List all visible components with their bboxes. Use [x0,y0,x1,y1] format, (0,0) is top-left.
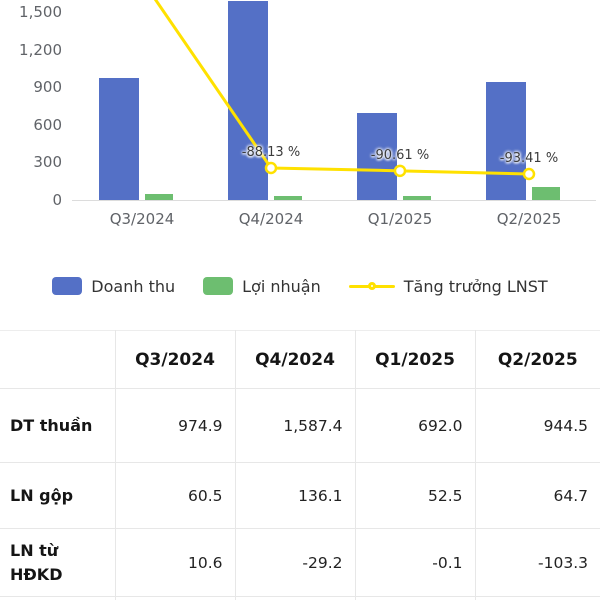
table-cell: 60.5 [115,462,236,529]
bar-loi-nhuan [274,196,302,200]
quarterly-chart: 1,500 1,200 900 600 300 0 Q3/2024 Q4/2024 Q1/202… [0,0,600,234]
y-axis-tick: 1,200 [19,40,62,59]
table-header-cell: Q3/2024 [115,330,236,389]
row-label [0,596,116,600]
growth-point-label: -93.41 % [499,150,559,166]
table-header-cell: Q4/2024 [235,330,356,389]
row-label: DT thuần [0,388,116,463]
bar-doanh-thu [99,77,139,200]
table-corner-cell [0,330,116,389]
table-cell: 64.7 [475,462,600,529]
financial-table: Q3/2024 Q4/2024 Q1/2025 Q2/2025 DT thuần 974… [0,330,600,600]
bar-loi-nhuan [532,187,560,200]
legend-item-loi-nhuan[interactable]: Lợi nhuận [203,277,321,296]
bar-doanh-thu [228,1,268,200]
line-marker-swatch-icon [348,277,395,295]
x-axis-label: Q4/2024 [238,210,304,228]
y-axis-tick: 600 [33,115,62,134]
bar-doanh-thu [357,113,397,200]
table-cell: 1,587.4 [235,388,356,463]
table-cell: 974.9 [115,388,236,463]
table-cell [235,596,356,600]
table-cell: 52.5 [355,462,476,529]
table-cell: 136.1 [235,462,356,529]
table-head-row: Q3/2024 Q4/2024 Q1/2025 Q2/2025 [0,330,600,389]
table-row-partial [0,596,600,600]
row-label: LN gộp [0,462,116,529]
growth-line-svg [153,0,536,181]
table-row: LN từ HĐKD 10.6 -29.2 -0.1 -103.3 [0,528,600,597]
table-cell: -29.2 [235,528,356,597]
bar-doanh-thu [486,81,526,200]
y-axis-tick: 900 [33,78,62,97]
table-row: DT thuần 974.9 1,587.4 692.0 944.5 [0,388,600,463]
table-cell [115,596,236,600]
loi-nhuan-swatch-icon [203,277,234,295]
table-header-cell: Q1/2025 [355,330,476,389]
financial-table-el: Q3/2024 Q4/2024 Q1/2025 Q2/2025 DT thuần 974… [0,330,600,600]
table-cell: -103.3 [475,528,600,597]
bar-loi-nhuan [403,196,431,200]
row-label: LN từ HĐKD [0,528,116,597]
chart-legend: Doanh thu Lợi nhuận Tăng trưởng LNST [0,268,600,304]
table-cell [355,596,476,600]
legend-item-doanh-thu[interactable]: Doanh thu [52,277,175,296]
table-cell [475,596,600,600]
legend-label-loi-nhuan: Lợi nhuận [242,276,321,296]
legend-item-tang-truong-lnst[interactable]: Tăng trưởng LNST [348,276,548,296]
growth-point-label: -88.13 % [241,145,301,160]
table-row: LN gộp 60.5 136.1 52.5 64.7 [0,462,600,529]
y-axis-tick: 1,500 [19,3,62,21]
x-axis-line [72,200,596,201]
doanh-thu-swatch-icon [52,277,83,295]
x-axis-label: Q3/2024 [109,210,175,228]
y-axis-tick: 0 [52,191,62,209]
table-cell: 692.0 [355,388,476,463]
legend-label-doanh-thu: Doanh thu [91,276,176,296]
x-axis-label: Q1/2025 [367,210,433,228]
x-axis-label: Q2/2025 [496,210,562,228]
table-cell: -0.1 [355,528,476,597]
table-cell: 10.6 [115,528,236,597]
table-cell: 944.5 [475,388,600,463]
bar-loi-nhuan [145,194,173,200]
table-header-cell: Q2/2025 [475,330,600,389]
legend-label-tang-truong-lnst: Tăng trưởng LNST [403,276,548,296]
y-axis-tick: 300 [33,153,62,172]
table-body: DT thuần 974.9 1,587.4 692.0 944.5 LN gộp 60.5… [0,388,600,600]
growth-point-label: -90.61 % [370,147,430,163]
